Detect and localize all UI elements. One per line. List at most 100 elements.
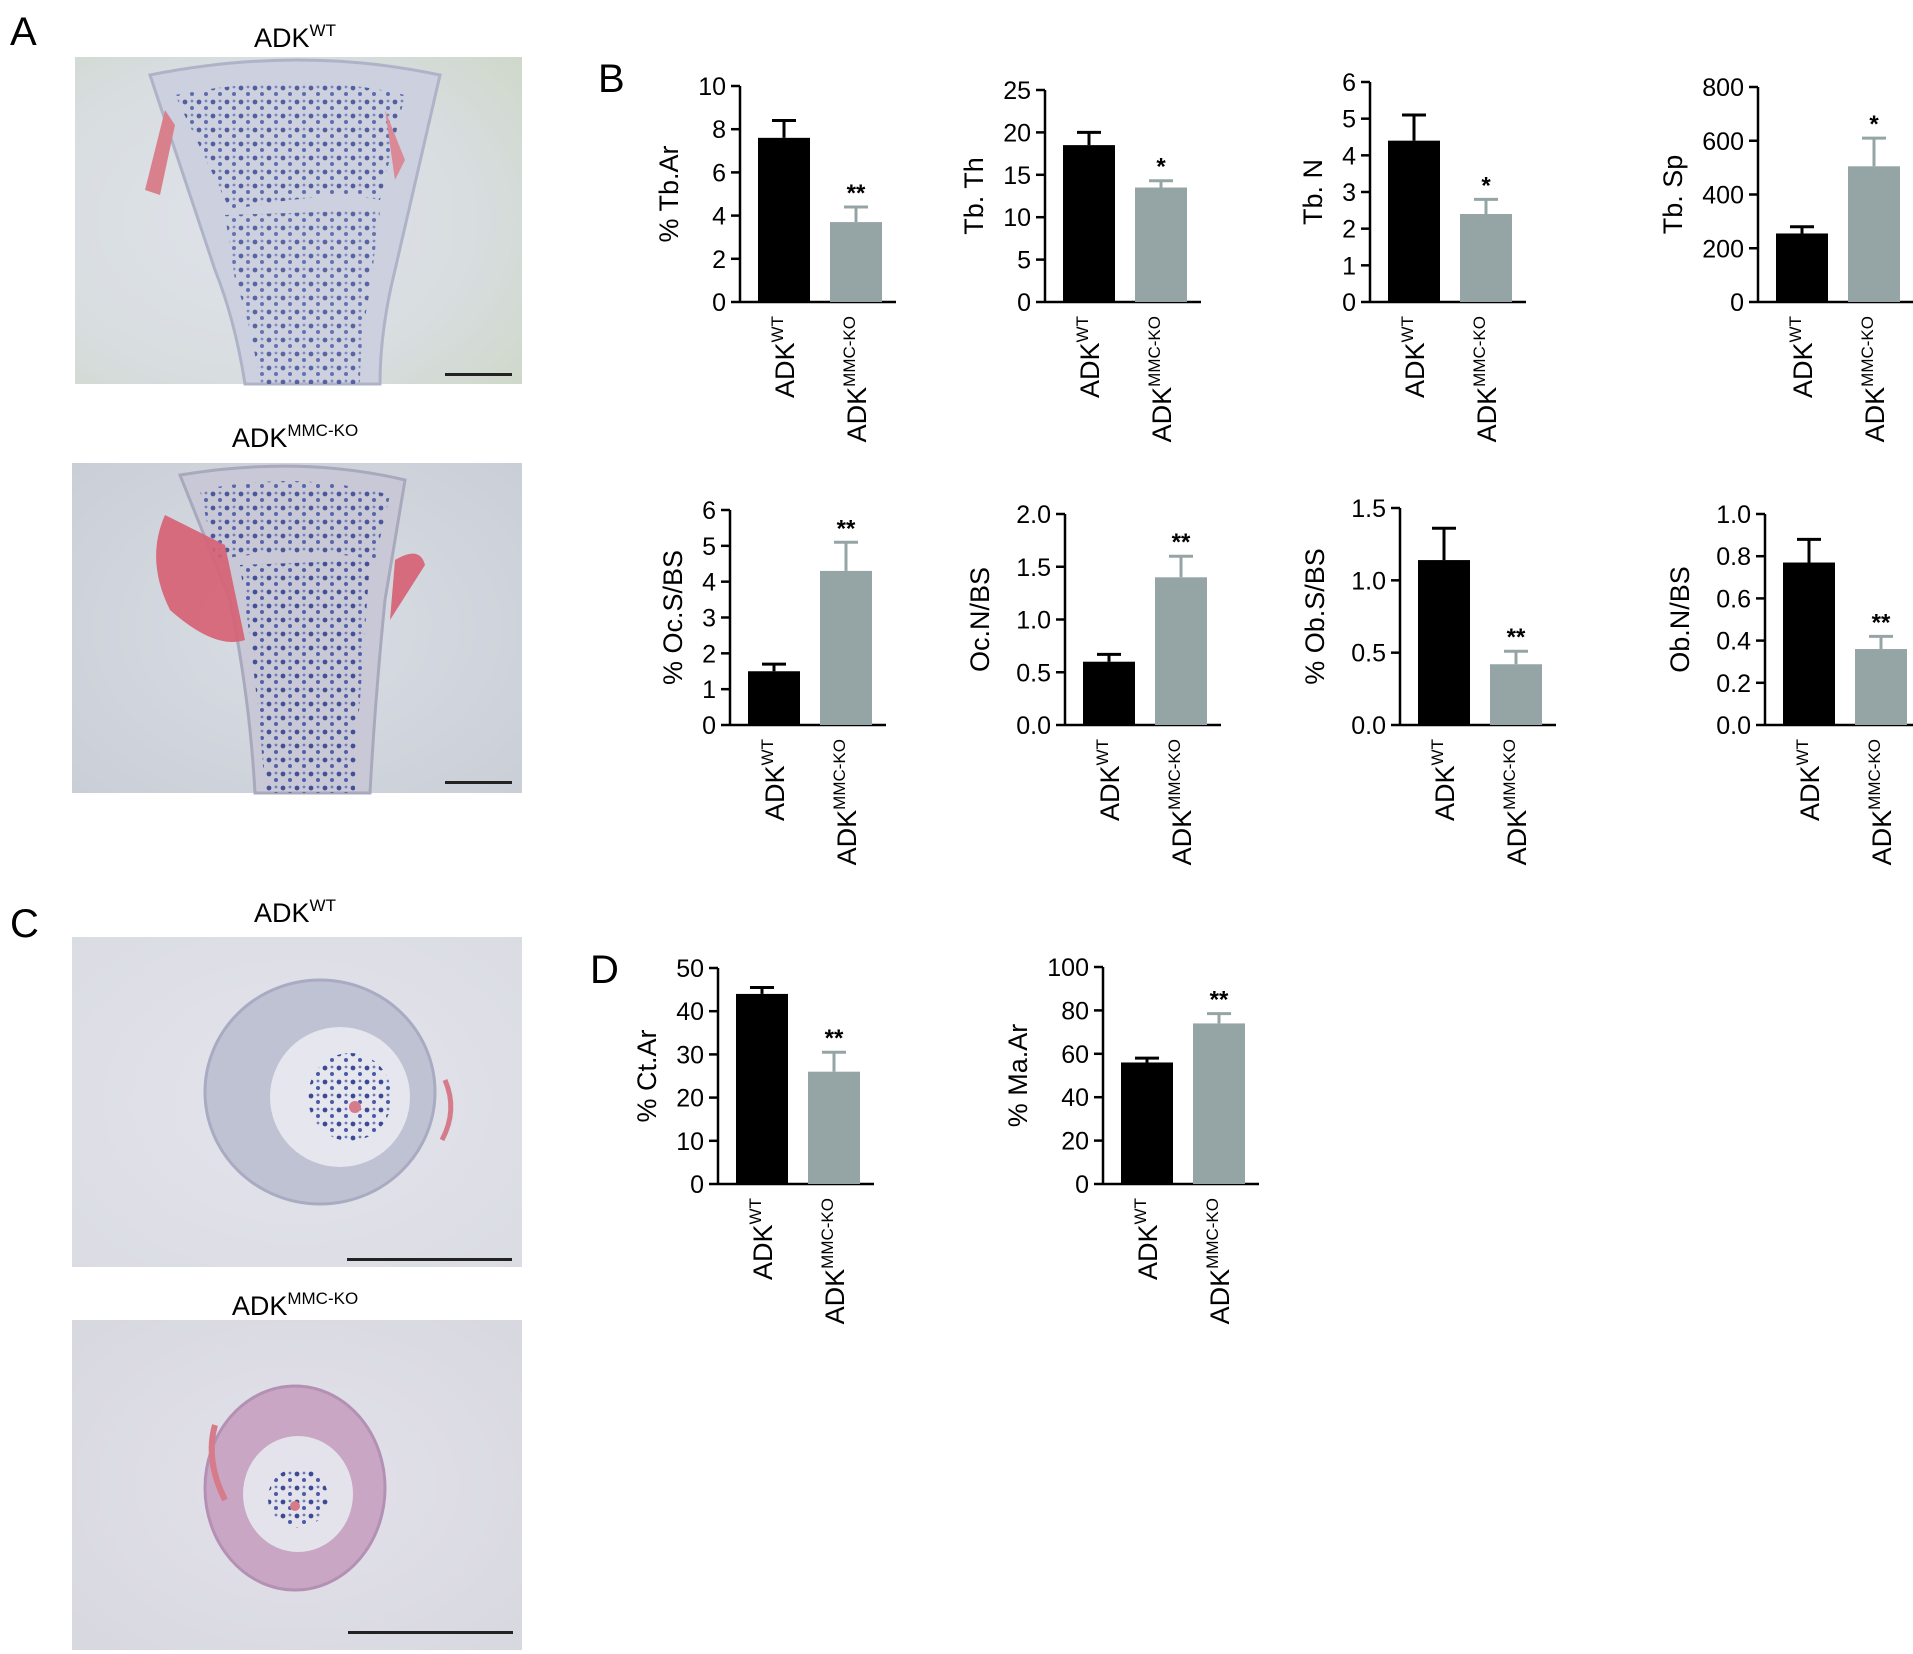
y-tick-label: 1.0 [1716,501,1751,529]
x-tick-label-wt: ADKWT [746,1198,778,1280]
y-axis-label: % Ma.Ar [1003,1024,1033,1128]
histology-c-bottom-label: ADKMMC-KO [232,1289,358,1321]
significance-marker: ** [1210,987,1229,1014]
bar-wt [1083,661,1135,725]
y-tick-label: 0.0 [1351,712,1386,740]
y-axis-label: Tb. Th [959,157,989,235]
y-tick-label: 4 [712,203,726,231]
significance-marker: ** [1172,529,1191,556]
y-tick-label: 800 [1702,74,1744,102]
y-tick-label: 25 [1003,77,1031,105]
y-tick-label: 6 [702,497,716,525]
significance-marker: * [1481,172,1491,199]
x-tick-label-wt: ADKWT [1398,316,1430,398]
bar-ko [1490,664,1542,725]
y-tick-label: 20 [1003,119,1031,147]
x-tick-label-wt: ADKWT [768,316,800,398]
y-tick-label: 0 [702,712,716,740]
y-tick-label: 5 [702,533,716,561]
y-tick-label: 0 [1017,289,1031,317]
y-tick-label: 40 [676,998,704,1026]
x-tick-label-wt: ADKWT [1428,739,1460,821]
y-tick-label: 2.0 [1016,501,1051,529]
y-tick-label: 0.4 [1716,628,1751,656]
bar-ko [820,570,872,725]
x-tick-label-wt: ADKWT [1786,316,1818,398]
bar-ko [808,1071,860,1184]
y-tick-label: 30 [676,1041,704,1069]
y-tick-label: 1 [702,676,716,704]
significance-marker: * [1156,154,1166,181]
x-tick-label-wt: ADKWT [1093,739,1125,821]
bar-wt [1063,145,1115,302]
y-axis-label: % Tb.Ar [654,145,684,242]
y-tick-label: 50 [676,955,704,983]
y-tick-label: 2 [702,640,716,668]
x-tick-label-wt: ADKWT [1073,316,1105,398]
y-axis-label: Oc.N/BS [965,567,995,672]
chart-6: 0.0 0.5 1.0 1.5 2.0 Oc.N/BS ADKWT ** ADKMMC-KO [965,501,1221,865]
bar-wt [1121,1062,1173,1184]
bar-wt [758,137,810,302]
bar-ko [1193,1023,1245,1184]
y-tick-label: 200 [1702,235,1744,263]
chart-5: 0 1 2 3 4 5 6 % Oc.S/BS ADKWT ** ADKMMC-KO [658,497,886,865]
y-tick-label: 60 [1061,1041,1089,1069]
y-tick-label: 1.5 [1351,495,1386,523]
y-tick-label: 10 [676,1128,704,1156]
panel-label-c: C [10,902,39,946]
y-tick-label: 0.8 [1716,543,1751,571]
scale-bar-c-top [347,1258,512,1261]
y-tick-label: 0.0 [1016,712,1051,740]
y-axis-label: Ob.N/BS [1665,566,1695,673]
y-tick-label: 400 [1702,182,1744,210]
significance-marker: ** [825,1025,844,1052]
y-tick-label: 600 [1702,128,1744,156]
y-axis-label: Tb. Sp [1658,155,1688,235]
bar-ko [1155,577,1207,725]
y-axis-label: % Oc.S/BS [658,550,688,685]
x-tick-label-ko: ADKMMC-KO [1858,316,1890,442]
panel-label-d: D [590,948,619,992]
y-tick-label: 10 [1003,204,1031,232]
histology-a-bottom: ADKMMC-KO [72,421,522,795]
y-axis-label: Tb. N [1298,159,1328,225]
y-tick-label: 20 [1061,1128,1089,1156]
x-tick-label-ko: ADKMMC-KO [830,739,862,865]
chart-4: 0 200 400 600 800 Tb. Sp ADKWT * ADKMMC-KO [1658,74,1913,442]
significance-marker: ** [1872,609,1891,636]
scale-bar-a-bottom [445,781,512,784]
y-tick-label: 40 [1061,1084,1089,1112]
y-tick-label: 10 [698,73,726,101]
y-tick-label: 0.2 [1716,670,1751,698]
y-tick-label: 0 [712,289,726,317]
x-tick-label-ko: ADKMMC-KO [840,316,872,442]
histology-a-bottom-label: ADKMMC-KO [232,421,358,453]
y-tick-label: 1.0 [1351,567,1386,595]
y-tick-label: 5 [1342,106,1356,134]
y-tick-label: 6 [1342,69,1356,97]
chart-9: 0 10 20 30 40 50 % Ct.Ar ADKWT ** ADKMMC-KO [632,955,874,1324]
y-tick-label: 0.5 [1351,640,1386,668]
bar-ko [830,222,882,302]
significance-marker: * [1869,111,1879,138]
x-tick-label-ko: ADKMMC-KO [1500,739,1532,865]
bar-ko [1135,187,1187,302]
y-tick-label: 0 [1730,289,1744,317]
y-tick-label: 0.5 [1016,659,1051,687]
significance-marker: ** [1507,624,1526,651]
bar-ko [1848,166,1900,302]
y-tick-label: 6 [712,159,726,187]
significance-marker: ** [837,515,856,542]
histology-a-top-label: ADKWT [254,21,336,53]
y-tick-label: 0.6 [1716,585,1751,613]
scale-bar-a-top [445,373,512,376]
y-tick-label: 3 [1342,179,1356,207]
chart-3: 0 1 2 3 4 5 6 Tb. N ADKWT * ADKMMC-KO [1298,69,1526,442]
y-tick-label: 5 [1017,247,1031,275]
chart-8: 0.0 0.2 0.4 0.6 0.8 1.0 Ob.N/BS ADKWT ** ADKMMC-K… [1665,501,1913,865]
y-tick-label: 4 [1342,142,1356,170]
chart-7: 0.0 0.5 1.0 1.5 % Ob.S/BS ADKWT ** ADKMMC-KO [1300,495,1556,865]
x-tick-label-wt: ADKWT [1793,739,1825,821]
